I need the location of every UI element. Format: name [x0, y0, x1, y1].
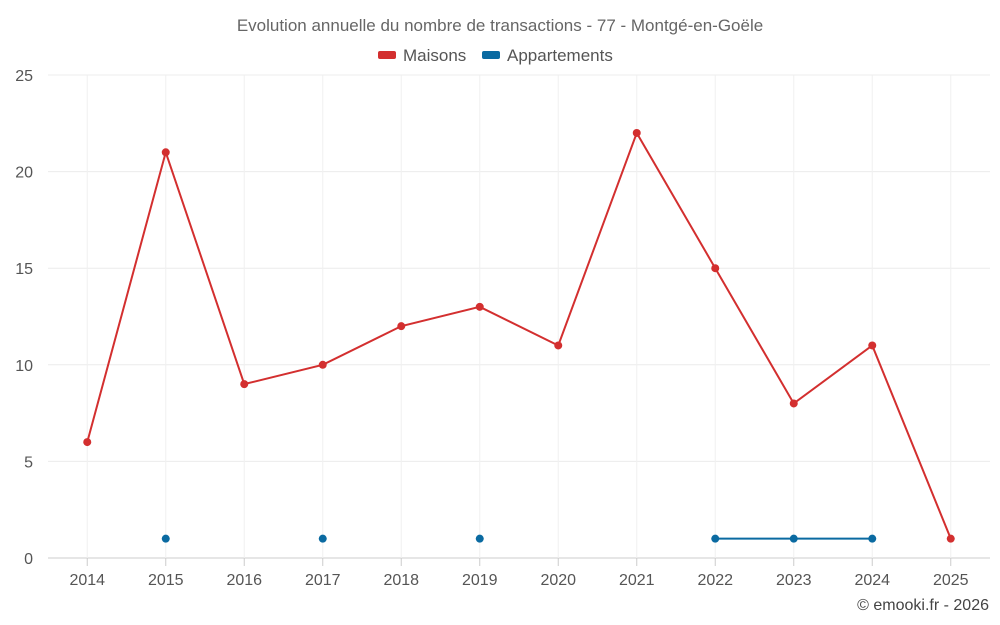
x-tick-label: 2019: [462, 572, 498, 589]
data-point[interactable]: [318, 360, 327, 369]
x-axis: 2014 2015 2016 2017 2018 2019 2020 2021 2022 2023…: [69, 558, 969, 589]
series-layer: [83, 128, 955, 543]
x-tick-label: 2017: [305, 572, 341, 589]
x-tick-label: 2021: [619, 572, 655, 589]
series-line: [86, 130, 952, 540]
legend-swatch-appartements: [482, 51, 500, 59]
data-point[interactable]: [789, 534, 798, 543]
data-point[interactable]: [318, 534, 327, 543]
y-tick-label: 20: [15, 165, 33, 182]
data-point[interactable]: [83, 438, 92, 447]
y-tick-label: 0: [24, 551, 33, 568]
data-point[interactable]: [161, 534, 170, 543]
credit-text: © emooki.fr - 2026: [857, 597, 989, 614]
data-point[interactable]: [397, 322, 406, 331]
data-point[interactable]: [946, 534, 955, 543]
data-point[interactable]: [554, 341, 563, 350]
legend: Maisons Appartements: [378, 46, 613, 65]
x-tick-label: 2020: [540, 572, 576, 589]
data-point[interactable]: [475, 534, 484, 543]
legend-swatch-maisons: [378, 51, 396, 59]
data-point[interactable]: [711, 534, 720, 543]
data-point[interactable]: [475, 302, 484, 311]
data-point[interactable]: [868, 341, 877, 350]
legend-label-maisons: Maisons: [403, 46, 466, 65]
x-tick-label: 2018: [383, 572, 419, 589]
series-maisons: [83, 128, 955, 543]
y-axis: 0 5 10 15 20 25: [15, 68, 33, 568]
x-tick-label: 2024: [854, 572, 890, 589]
x-tick-label: 2025: [933, 572, 969, 589]
y-tick-label: 15: [15, 261, 33, 278]
legend-label-appartements: Appartements: [507, 46, 613, 65]
x-tick-label: 2015: [148, 572, 184, 589]
data-point[interactable]: [240, 380, 249, 389]
data-point[interactable]: [789, 399, 798, 408]
x-tick-label: 2022: [697, 572, 733, 589]
y-tick-label: 10: [15, 358, 33, 375]
y-tick-label: 5: [24, 454, 33, 471]
data-point[interactable]: [711, 264, 720, 273]
y-tick-label: 25: [15, 68, 33, 85]
data-point[interactable]: [161, 148, 170, 157]
data-point[interactable]: [868, 534, 877, 543]
series-appartements: [161, 534, 877, 543]
x-tick-label: 2016: [226, 572, 262, 589]
legend-item-appartements[interactable]: Appartements: [482, 46, 613, 65]
data-point[interactable]: [632, 128, 641, 137]
grid: [48, 74, 990, 559]
x-tick-label: 2023: [776, 572, 812, 589]
chart-title: Evolution annuelle du nombre de transact…: [237, 16, 763, 35]
legend-item-maisons[interactable]: Maisons: [378, 46, 466, 65]
x-tick-label: 2014: [69, 572, 105, 589]
